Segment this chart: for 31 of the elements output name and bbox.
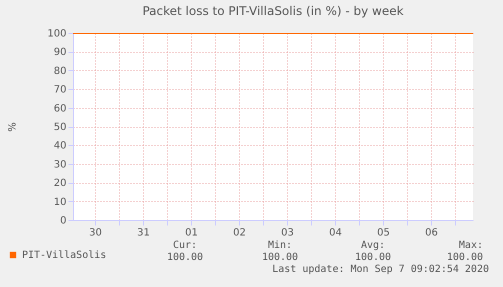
y-tick-label: 10 bbox=[54, 196, 66, 208]
y-tick-label: 30 bbox=[54, 159, 66, 170]
y-tick-label: 60 bbox=[54, 103, 66, 114]
y-tick-label: 100 bbox=[47, 28, 66, 40]
y-tick-label: 70 bbox=[54, 84, 66, 96]
y-tick-label: 20 bbox=[54, 178, 66, 190]
y-tick-label: 90 bbox=[54, 47, 66, 58]
text: Min: bbox=[268, 240, 292, 251]
y-tick-label: 0 bbox=[60, 216, 66, 226]
x-tick-label: 30 bbox=[89, 228, 102, 238]
text: 100.00 bbox=[166, 252, 204, 263]
x-tick-label: 03 bbox=[281, 228, 294, 238]
x-tick-label: 05 bbox=[377, 228, 390, 238]
y-tick-label: 40 bbox=[54, 140, 66, 152]
x-tick-label: 31 bbox=[137, 228, 150, 238]
text: 100.00 bbox=[262, 252, 298, 263]
x-tick-label: 06 bbox=[425, 228, 438, 238]
text: Cur: bbox=[172, 240, 198, 251]
text: Avg: bbox=[360, 240, 386, 251]
y-tick-label: 80 bbox=[54, 66, 66, 77]
text: 100.00 bbox=[354, 252, 392, 263]
chart-title: Packet loss to PIT-VillaSolis (in %) - by week bbox=[142, 4, 404, 18]
text: 100.00 bbox=[446, 252, 483, 263]
x-tick-label: 01 bbox=[185, 228, 198, 238]
legend-label: PIT-VillaSolis bbox=[22, 250, 106, 261]
y-axis-title: % bbox=[7, 122, 18, 132]
x-tick-label: 04 bbox=[329, 228, 342, 238]
text: Last update: Mon Sep 7 09:02:54 2020 bbox=[272, 264, 489, 275]
x-tick-label: 02 bbox=[233, 228, 246, 238]
y-tick-label: 50 bbox=[54, 122, 66, 133]
text: Max: bbox=[458, 240, 483, 251]
